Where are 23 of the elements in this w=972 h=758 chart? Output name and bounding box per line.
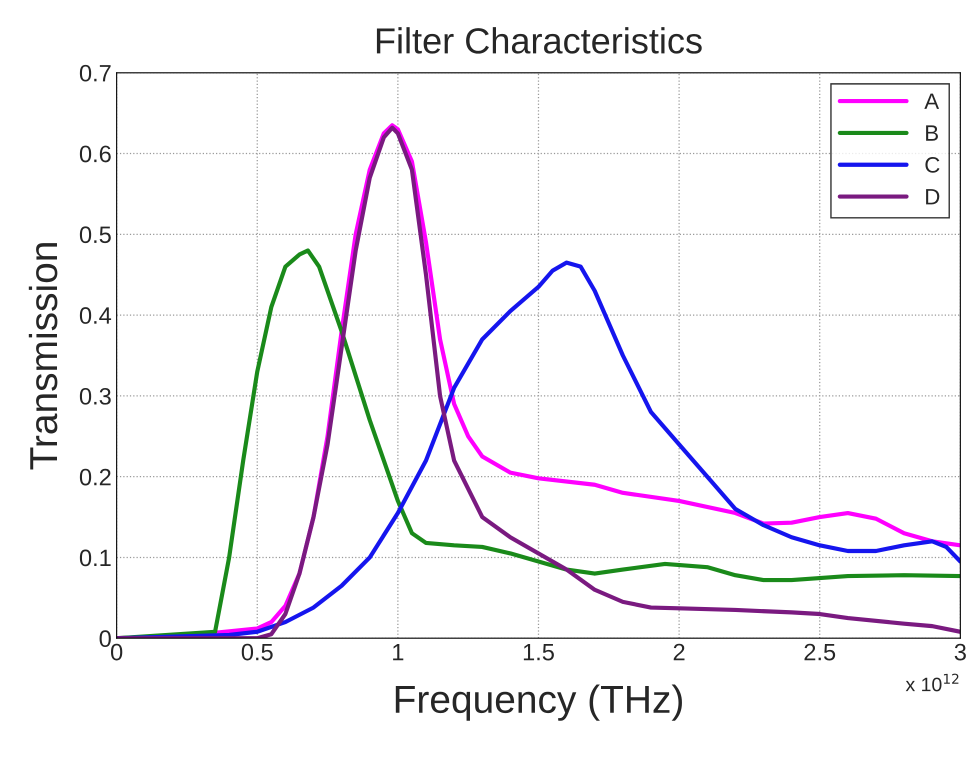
x-tick-label: 3 bbox=[954, 644, 966, 660]
x-tick-label: 1.5 bbox=[524, 644, 554, 660]
legend-label: D bbox=[926, 189, 940, 204]
y-tick-label: 0.3 bbox=[80, 388, 111, 405]
x-axis-title: Frequency (THz) bbox=[396, 684, 682, 721]
legend-label: B bbox=[926, 125, 938, 141]
y-tick-label: 0.5 bbox=[80, 226, 111, 244]
x-tick-label: 1 bbox=[393, 644, 404, 660]
chart-title: Filter Characteristics bbox=[376, 27, 702, 54]
y-tick-label: 0.1 bbox=[80, 550, 111, 566]
x-tick-label: 0 bbox=[110, 644, 122, 660]
x-tick-label: 2.5 bbox=[804, 644, 836, 660]
y-tick-label: 0.4 bbox=[80, 307, 112, 324]
y-tick-label: 0 bbox=[100, 630, 111, 648]
y-axis-title: Transmission bbox=[28, 243, 58, 470]
y-tick-label: 0.6 bbox=[80, 146, 111, 162]
x-tick-label: 0.5 bbox=[242, 644, 273, 660]
text: x 10$^{12}$ bbox=[906, 674, 958, 692]
x-tick-label: 2 bbox=[674, 644, 684, 660]
legend-label: C bbox=[925, 157, 940, 173]
y-tick-label: 0.2 bbox=[80, 468, 111, 486]
legend-label: A bbox=[924, 94, 940, 109]
y-tick-label: 0.7 bbox=[80, 64, 111, 82]
